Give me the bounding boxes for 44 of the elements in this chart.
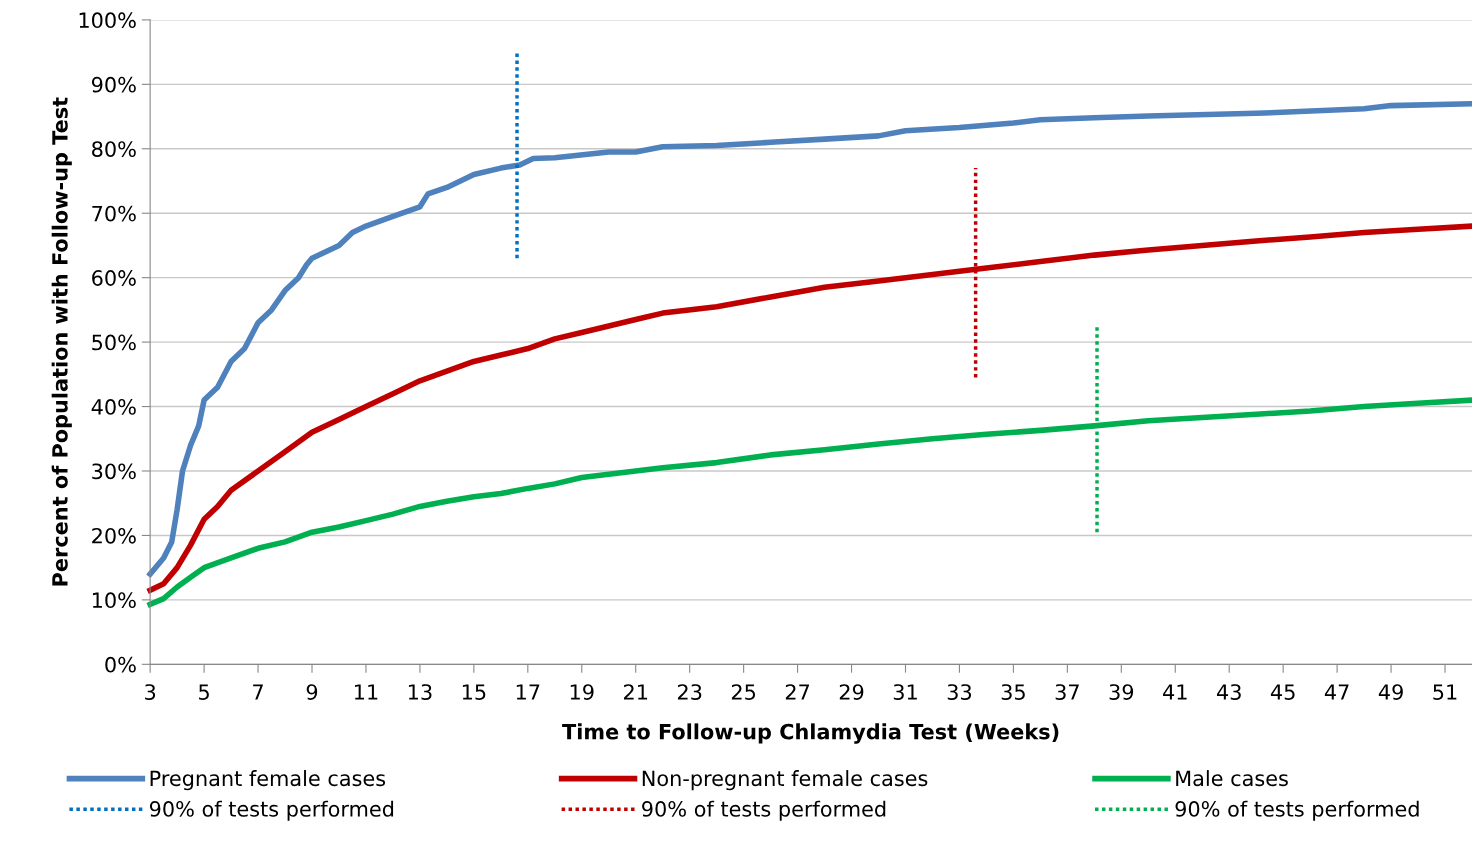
x-tick-label: 33 bbox=[947, 684, 972, 700]
x-tick-label: 39 bbox=[1109, 684, 1134, 700]
x-tick-label: 47 bbox=[1324, 684, 1349, 700]
x-tick-label: 19 bbox=[570, 684, 594, 700]
x-tick-label: 7 bbox=[253, 684, 263, 700]
x-tick-label: 29 bbox=[839, 684, 864, 700]
y-tick-label: 30% bbox=[92, 463, 136, 480]
y-tick-label: 10% bbox=[92, 592, 136, 609]
x-tick-label: 43 bbox=[1216, 684, 1241, 700]
x-tick-label: 3 bbox=[145, 684, 156, 700]
x-tick-label: 25 bbox=[731, 684, 756, 700]
y-tick-label: 20% bbox=[92, 527, 136, 544]
y-tick-label: 70% bbox=[92, 205, 136, 222]
x-tick-label: 45 bbox=[1270, 684, 1295, 700]
y-tick-label: 0% bbox=[105, 656, 136, 673]
y-tick-label: 60% bbox=[92, 270, 136, 286]
x-tick-label: 15 bbox=[462, 684, 486, 700]
y-tick-label: 90% bbox=[91, 76, 136, 93]
legend-label: 90% of tests performed bbox=[149, 800, 394, 821]
x-tick-label: 9 bbox=[306, 684, 318, 700]
x-tick-label: 23 bbox=[677, 684, 702, 700]
x-tick-label: 11 bbox=[354, 684, 378, 700]
x-tick-label: 37 bbox=[1055, 684, 1079, 700]
y-tick-label: 100% bbox=[79, 12, 136, 29]
x-tick-label: 35 bbox=[1001, 684, 1025, 700]
y-tick-label: 40% bbox=[91, 399, 136, 415]
y-axis-title: Percent of Population with Follow-up Test bbox=[51, 97, 72, 586]
x-tick-label: 17 bbox=[516, 684, 540, 700]
x-tick-label: 21 bbox=[624, 684, 648, 700]
x-tick-label: 13 bbox=[408, 684, 432, 700]
x-tick-label: 51 bbox=[1433, 684, 1457, 700]
legend-label: 90% of tests performed bbox=[1175, 800, 1419, 821]
x-tick-label: 31 bbox=[893, 684, 917, 700]
x-tick-label: 41 bbox=[1163, 684, 1187, 700]
x-tick-label: 49 bbox=[1378, 684, 1403, 700]
legend-label: Male cases bbox=[1176, 770, 1288, 787]
y-tick-label: 50% bbox=[92, 334, 136, 351]
x-axis-title: Time to Follow-up Chlamydia Test (Weeks) bbox=[562, 723, 1059, 744]
x-tick-label: 27 bbox=[785, 684, 810, 700]
legend-label: 90% of tests performed bbox=[642, 800, 886, 821]
y-tick-label: 80% bbox=[92, 141, 136, 157]
legend-label: Non-pregnant female cases bbox=[642, 770, 928, 791]
legend-label: Pregnant female cases bbox=[150, 770, 386, 791]
x-tick-label: 5 bbox=[199, 684, 209, 700]
